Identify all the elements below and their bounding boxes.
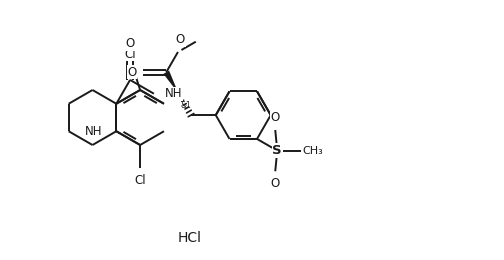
Text: O: O (176, 33, 185, 46)
Text: O: O (271, 111, 280, 124)
Text: Cl: Cl (124, 48, 136, 61)
Text: Cl: Cl (135, 174, 146, 187)
Text: O: O (271, 177, 280, 190)
Text: NH: NH (85, 125, 102, 138)
Text: CH₃: CH₃ (302, 146, 324, 156)
Text: S: S (273, 144, 282, 157)
Polygon shape (163, 71, 178, 94)
Text: O: O (127, 66, 137, 79)
Text: HCl: HCl (178, 231, 202, 244)
Text: &1: &1 (180, 101, 192, 110)
Text: NH: NH (165, 87, 182, 100)
Text: O: O (125, 37, 135, 50)
